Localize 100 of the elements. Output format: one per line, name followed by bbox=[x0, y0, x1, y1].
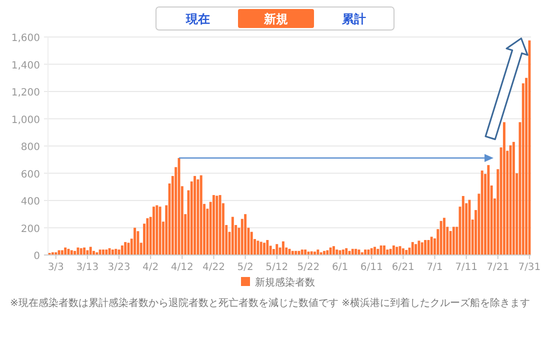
bar bbox=[345, 248, 348, 255]
x-tick-label: 7/1 bbox=[426, 262, 443, 273]
legend-label: 新規感染者数 bbox=[255, 276, 315, 288]
x-tick-label: 3/13 bbox=[76, 262, 99, 273]
bar bbox=[105, 250, 108, 255]
bar bbox=[487, 165, 490, 255]
bar bbox=[216, 196, 218, 255]
bar bbox=[80, 248, 82, 255]
bar bbox=[152, 206, 155, 255]
bar bbox=[108, 248, 111, 255]
bar bbox=[83, 248, 86, 255]
bar bbox=[114, 248, 118, 255]
bar bbox=[244, 214, 247, 255]
bar bbox=[411, 242, 414, 255]
bar bbox=[389, 248, 392, 255]
x-tick-label: 4/2 bbox=[142, 262, 159, 273]
x-tick-label: 5/22 bbox=[297, 262, 320, 273]
bar bbox=[364, 250, 367, 255]
bar bbox=[86, 250, 89, 255]
bar bbox=[218, 195, 222, 255]
bar bbox=[502, 122, 506, 255]
text: 累計 bbox=[341, 12, 366, 26]
bar bbox=[420, 242, 424, 255]
bar bbox=[424, 240, 426, 255]
text: ※横浜港に到着したクルーズ船を除きます bbox=[342, 298, 530, 309]
y-tick-label: 200 bbox=[20, 224, 40, 235]
bar bbox=[430, 236, 433, 255]
bar bbox=[418, 240, 420, 255]
y-tick-label: 400 bbox=[20, 196, 40, 208]
bar bbox=[354, 248, 358, 255]
bar bbox=[300, 250, 304, 255]
bar bbox=[156, 205, 158, 255]
bar bbox=[58, 250, 60, 255]
bar bbox=[263, 242, 266, 255]
bar bbox=[70, 250, 73, 255]
bar bbox=[304, 250, 307, 255]
x-tick-label: 7/21 bbox=[486, 262, 510, 273]
y-tick-label: 1,200 bbox=[11, 88, 40, 98]
y-tick-label: 1,000 bbox=[11, 114, 40, 126]
bar bbox=[102, 250, 104, 255]
x-tick-label: 6/21 bbox=[392, 262, 414, 273]
bar bbox=[528, 40, 531, 255]
bar bbox=[382, 245, 386, 255]
bar bbox=[276, 244, 278, 255]
bar bbox=[376, 248, 380, 255]
bar bbox=[374, 246, 376, 255]
bar bbox=[336, 250, 338, 255]
bar bbox=[134, 228, 136, 255]
bar bbox=[256, 240, 260, 255]
bar bbox=[414, 244, 418, 255]
bar bbox=[212, 195, 215, 255]
x-tick-label: 7/31 bbox=[518, 262, 541, 273]
bar bbox=[231, 216, 234, 255]
bar bbox=[468, 200, 471, 255]
bar bbox=[64, 248, 67, 255]
x-tick-label: 5/2 bbox=[237, 262, 254, 273]
bar bbox=[402, 248, 404, 255]
bar bbox=[158, 206, 162, 255]
bar bbox=[449, 231, 452, 255]
bar bbox=[76, 248, 80, 255]
y-tick-label: 1,600 bbox=[11, 33, 40, 44]
bar bbox=[462, 196, 464, 255]
bar bbox=[120, 245, 124, 255]
bar bbox=[326, 250, 329, 255]
bar bbox=[111, 250, 114, 255]
text: ※現在感染者数は累計感染者数から退院者数と死亡者数を減じた数値です bbox=[10, 298, 340, 309]
x-tick-label: 6/11 bbox=[360, 262, 383, 273]
bar bbox=[98, 250, 102, 255]
y-tick-label: 1,400 bbox=[11, 60, 40, 72]
bar bbox=[127, 242, 130, 255]
x-tick-label: 3/23 bbox=[108, 262, 130, 273]
bar bbox=[194, 176, 196, 255]
bar bbox=[266, 240, 269, 255]
bar bbox=[200, 175, 202, 255]
bar bbox=[405, 250, 408, 255]
bar bbox=[124, 242, 127, 255]
bar bbox=[358, 250, 360, 255]
x-tick-label: 4/22 bbox=[202, 262, 225, 273]
x-tick-label: 3/3 bbox=[48, 262, 64, 273]
x-tick-label: 6/1 bbox=[332, 262, 348, 273]
text: 新規 bbox=[263, 12, 288, 26]
bar bbox=[196, 179, 200, 255]
bar bbox=[342, 250, 344, 255]
bar bbox=[250, 232, 253, 255]
bar bbox=[136, 231, 140, 255]
x-tick-label: 7/11 bbox=[455, 262, 478, 273]
x-tick-label: 5/12 bbox=[266, 262, 288, 273]
bar bbox=[146, 218, 149, 255]
bar bbox=[396, 246, 398, 255]
bar bbox=[380, 245, 382, 255]
bar bbox=[367, 250, 370, 255]
bar bbox=[316, 250, 320, 255]
y-tick-label: 800 bbox=[20, 142, 40, 153]
bar bbox=[351, 248, 354, 255]
y-tick-label: 0 bbox=[34, 251, 40, 262]
bar bbox=[282, 241, 284, 255]
bar bbox=[386, 250, 389, 255]
bar bbox=[442, 218, 446, 255]
bar bbox=[260, 242, 262, 255]
bar bbox=[512, 142, 515, 255]
